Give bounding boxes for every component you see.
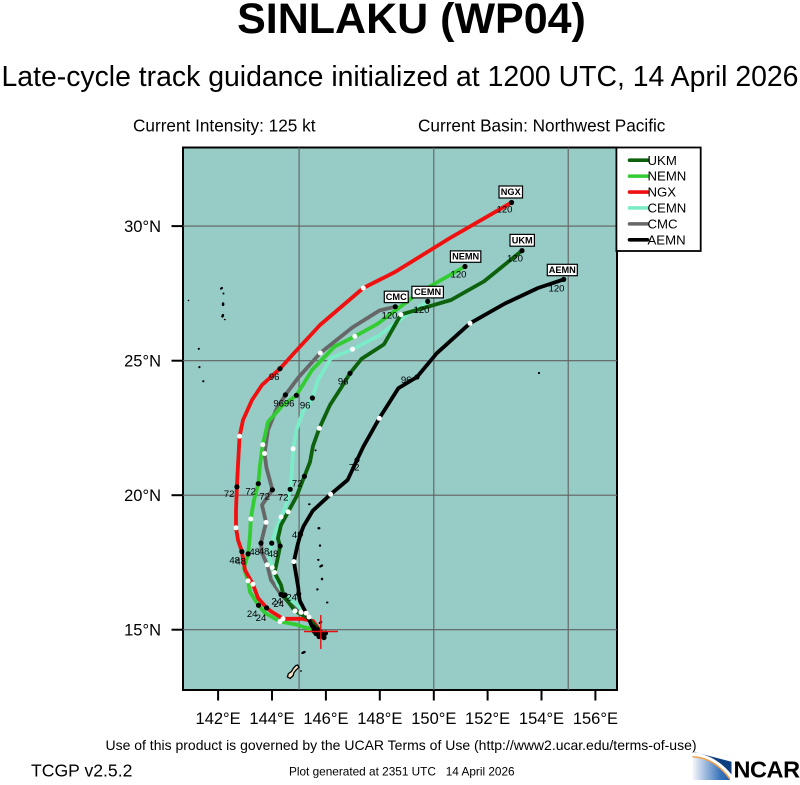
svg-text:96: 96 bbox=[338, 377, 349, 388]
svg-text:24: 24 bbox=[273, 599, 284, 610]
svg-text:72: 72 bbox=[349, 463, 360, 474]
svg-text:72: 72 bbox=[224, 489, 235, 500]
svg-text:48: 48 bbox=[235, 557, 246, 568]
svg-text:96: 96 bbox=[300, 401, 311, 412]
svg-text:148°E: 148°E bbox=[357, 710, 402, 728]
svg-text:Late-cycle track guidance init: Late-cycle track guidance initialized at… bbox=[2, 61, 799, 93]
svg-text:CEMN: CEMN bbox=[648, 201, 687, 216]
svg-text:152°E: 152°E bbox=[465, 710, 510, 728]
svg-text:142°E: 142°E bbox=[196, 710, 241, 728]
svg-text:72: 72 bbox=[278, 493, 289, 504]
svg-text:48: 48 bbox=[268, 549, 279, 560]
svg-text:NCAR: NCAR bbox=[734, 756, 800, 780]
svg-text:15°N: 15°N bbox=[124, 622, 161, 640]
svg-text:24: 24 bbox=[247, 609, 258, 620]
svg-text:30°N: 30°N bbox=[124, 218, 161, 236]
svg-text:UKM: UKM bbox=[648, 153, 677, 168]
svg-text:120: 120 bbox=[450, 270, 466, 281]
svg-text:24: 24 bbox=[286, 593, 297, 604]
svg-text:NEMN: NEMN bbox=[452, 252, 479, 262]
svg-text:SINLAKU (WP04): SINLAKU (WP04) bbox=[237, 0, 586, 43]
svg-text:AEMN: AEMN bbox=[648, 232, 686, 247]
svg-text:48: 48 bbox=[292, 530, 303, 541]
svg-text:144°E: 144°E bbox=[249, 710, 294, 728]
svg-text:96: 96 bbox=[401, 375, 412, 386]
svg-text:120: 120 bbox=[381, 310, 397, 321]
svg-text:CMC: CMC bbox=[386, 292, 407, 302]
svg-text:96: 96 bbox=[269, 372, 280, 383]
svg-text:Use of this product is governe: Use of this product is governed by the U… bbox=[105, 737, 696, 753]
svg-text:120: 120 bbox=[507, 254, 523, 265]
svg-text:NGX: NGX bbox=[501, 187, 522, 197]
svg-text:CMC: CMC bbox=[648, 216, 679, 231]
svg-text:25°N: 25°N bbox=[124, 353, 161, 371]
svg-text:NEMN: NEMN bbox=[648, 169, 687, 184]
svg-text:72: 72 bbox=[259, 492, 270, 503]
svg-text:72: 72 bbox=[245, 486, 256, 497]
svg-text:TCGP v2.5.2: TCGP v2.5.2 bbox=[31, 761, 132, 781]
svg-text:154°E: 154°E bbox=[519, 710, 564, 728]
svg-text:NGX: NGX bbox=[648, 185, 677, 200]
svg-text:UKM: UKM bbox=[512, 235, 533, 245]
svg-text:96: 96 bbox=[284, 399, 295, 410]
svg-text:CEMN: CEMN bbox=[414, 287, 441, 297]
svg-text:156°E: 156°E bbox=[573, 710, 618, 728]
svg-text:120: 120 bbox=[548, 284, 564, 295]
svg-text:150°E: 150°E bbox=[411, 710, 456, 728]
svg-text:Current Intensity: 125 kt: Current Intensity: 125 kt bbox=[133, 116, 316, 136]
svg-text:20°N: 20°N bbox=[124, 487, 161, 505]
svg-text:96: 96 bbox=[273, 399, 284, 410]
svg-text:120: 120 bbox=[496, 205, 512, 216]
svg-text:72: 72 bbox=[292, 479, 303, 490]
svg-text:Plot generated at 2351 UTC 1: Plot generated at 2351 UTC 14 April 2026 bbox=[289, 765, 515, 779]
svg-text:AEMN: AEMN bbox=[549, 265, 576, 275]
svg-text:146°E: 146°E bbox=[303, 710, 348, 728]
svg-text:120: 120 bbox=[413, 305, 429, 316]
svg-text:Current Basin: Northwest Pacif: Current Basin: Northwest Pacific bbox=[418, 116, 666, 136]
